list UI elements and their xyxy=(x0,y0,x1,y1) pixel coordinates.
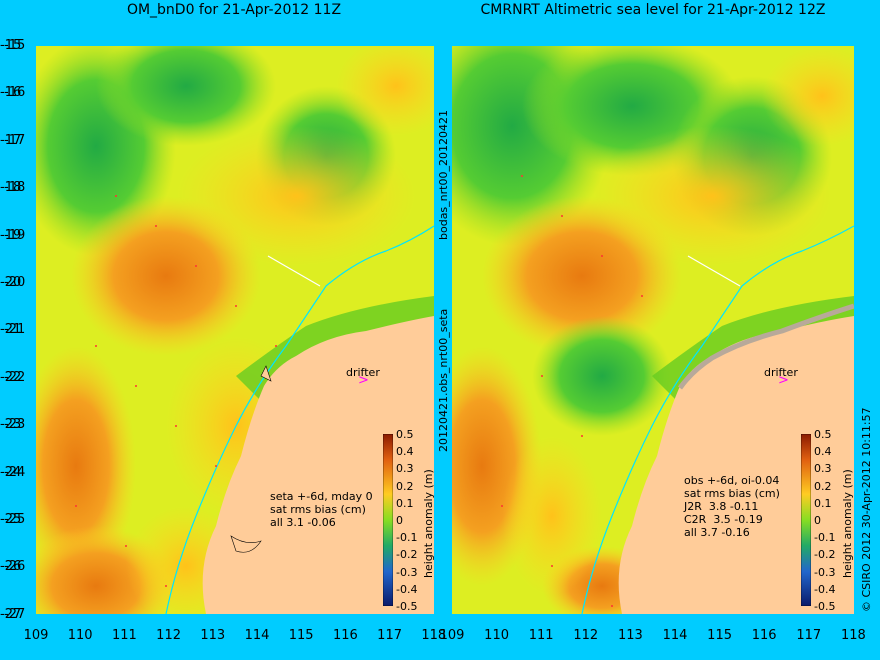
x-tick-label: 115 xyxy=(288,628,314,643)
y-tick-label: -21 xyxy=(0,322,22,338)
colorbar-tick-label: 0.4 xyxy=(396,445,414,459)
right-drifter-label: drifter xyxy=(764,366,798,379)
colorbar-tick-label: -0.5 xyxy=(814,600,836,613)
colorbar-tick-label: -0.4 xyxy=(396,582,418,596)
left-map-title: OM_bnD0 for 21-Apr-2012 11Z xyxy=(126,2,342,18)
svg-text:>: > xyxy=(778,373,789,388)
y-tick-label: -17 xyxy=(4,132,26,148)
y-tick-label: -21 xyxy=(4,322,26,338)
y-tick-label: -25 xyxy=(0,512,22,527)
y-tick-label: -22 xyxy=(4,369,26,385)
x-tick-label: 115 xyxy=(707,628,732,643)
y-tick-label: -16 xyxy=(0,85,22,101)
side-label-bottom: 20120421.obs_nrt00_seta xyxy=(437,308,450,452)
x-tick-label: 113 xyxy=(617,628,643,643)
x-tick-label: 116 xyxy=(751,628,777,643)
y-tick-label: -15 xyxy=(0,38,22,53)
x-tick-label: 114 xyxy=(244,628,270,643)
colorbar-tick-label: 0 xyxy=(396,514,403,527)
y-tick-label: -26 xyxy=(4,559,26,575)
colorbar-tick-label: 0.3 xyxy=(814,462,832,476)
y-tick-label: -23 xyxy=(4,417,26,433)
right-colorbar-label: height anomaly (m) xyxy=(841,469,854,578)
left-map: > xyxy=(36,46,434,614)
colorbar-tick-label: -0.2 xyxy=(396,548,418,562)
y-tick-label: -16 xyxy=(4,85,26,101)
x-tick-label: 116 xyxy=(332,628,358,643)
y-tick-label: -19 xyxy=(0,227,22,243)
x-tick-label: 118 xyxy=(421,628,447,643)
y-tick-label: -17 xyxy=(0,132,22,148)
colorbar-tick-label: 0.4 xyxy=(814,445,832,459)
colorbar-tick-label: 0.1 xyxy=(814,496,832,510)
colorbar-tick-label: 0.5 xyxy=(396,428,414,441)
colorbar-tick-label: -0.1 xyxy=(814,531,836,545)
svg-text:>: > xyxy=(358,373,369,388)
right-colorbar xyxy=(801,434,811,606)
colorbar-tick-label: -0.2 xyxy=(814,548,836,562)
x-tick-label: 110 xyxy=(484,628,509,643)
colorbar-tick-label: -0.1 xyxy=(396,531,418,545)
colorbar-tick-label: 0.5 xyxy=(814,428,832,441)
right-map: > xyxy=(452,46,854,614)
right-stats: obs +-6d, oi-0.04 sat rms bias (cm) J2R … xyxy=(684,474,780,539)
y-tick-label: -23 xyxy=(0,417,22,433)
colorbar-tick-label: 0.3 xyxy=(396,462,414,476)
x-tick-label: 111 xyxy=(528,628,554,643)
x-tick-label: 109 xyxy=(439,628,465,643)
y-tick-label: -27 xyxy=(0,606,22,622)
left-stats: seta +-6d, mday 0 sat rms bias (cm) all … xyxy=(270,490,373,529)
colorbar-tick-label: 0.2 xyxy=(814,479,832,493)
x-tick-label: 110 xyxy=(67,628,93,643)
y-tick-label: -20 xyxy=(0,275,22,290)
y-tick-label: -24 xyxy=(4,464,26,480)
x-tick-label: 117 xyxy=(377,628,402,643)
x-tick-label: 117 xyxy=(796,628,822,643)
right-map-title: CMRNRT Altimetric sea level for 21-Apr-2… xyxy=(480,2,826,18)
y-tick-label: -22 xyxy=(0,369,22,385)
y-tick-label: -27 xyxy=(4,606,26,622)
y-tick-label: -24 xyxy=(0,464,22,480)
y-tick-label: -19 xyxy=(4,227,26,243)
y-tick-label: -15 xyxy=(4,38,26,53)
colorbar-tick-label: -0.3 xyxy=(396,565,418,579)
colorbar-tick-label: 0.1 xyxy=(396,496,414,510)
x-tick-label: 111 xyxy=(111,628,137,643)
left-colorbar xyxy=(383,434,393,606)
y-tick-label: -25 xyxy=(4,512,26,527)
copyright: © CSIRO 2012 30-Apr-2012 10:11:57 xyxy=(860,407,873,612)
x-tick-label: 112 xyxy=(573,628,599,643)
colorbar-tick-label: -0.4 xyxy=(814,582,836,596)
side-label-top: bodas_nrt00_20120421 xyxy=(437,110,450,240)
y-tick-label: -18 xyxy=(0,180,22,196)
left-colorbar-label: height anomaly (m) xyxy=(422,469,435,578)
left-drifter-label: drifter xyxy=(346,366,380,379)
x-tick-label: 112 xyxy=(156,628,181,643)
x-tick-label: 113 xyxy=(200,628,226,643)
x-tick-label: 118 xyxy=(840,628,866,643)
colorbar-tick-label: -0.3 xyxy=(814,565,836,579)
colorbar-tick-label: -0.5 xyxy=(396,600,418,613)
y-tick-label: -26 xyxy=(0,559,22,575)
x-tick-label: 109 xyxy=(23,628,49,643)
colorbar-tick-label: 0.2 xyxy=(396,479,414,493)
y-tick-label: -18 xyxy=(4,180,26,196)
x-tick-label: 114 xyxy=(662,628,688,643)
y-tick-label: -20 xyxy=(4,275,26,290)
colorbar-tick-label: 0 xyxy=(814,514,821,527)
